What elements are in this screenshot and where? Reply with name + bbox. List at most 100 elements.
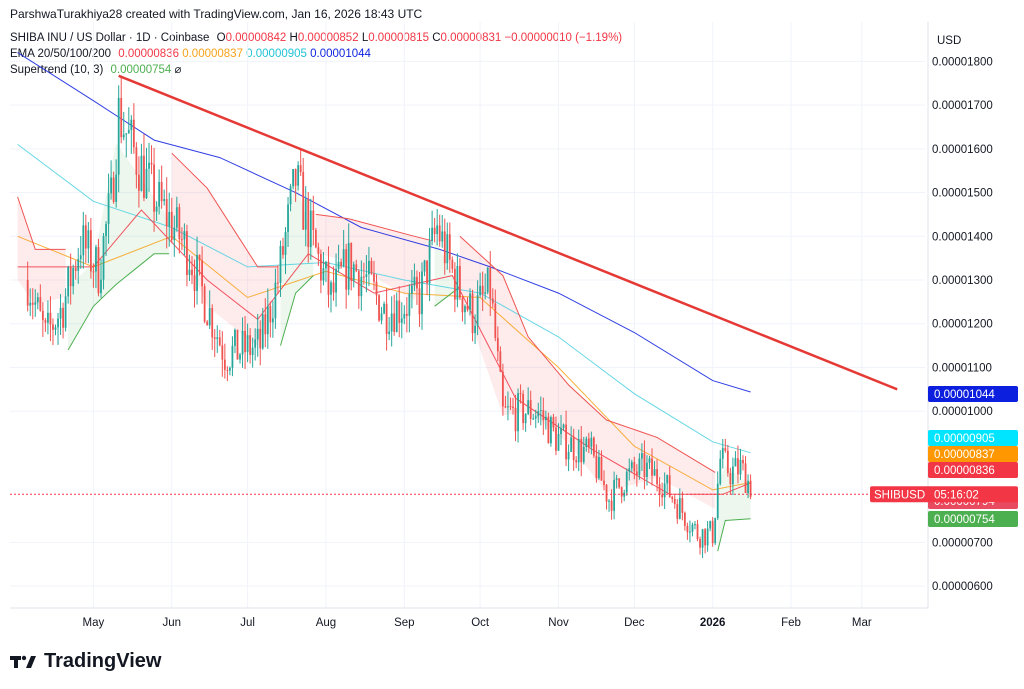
x-tick-label: Dec [624, 617, 645, 629]
candle [443, 218, 446, 275]
candle [29, 288, 32, 317]
candle [342, 230, 345, 268]
y-tick-label: 0.00001500 [932, 188, 993, 200]
candle [312, 195, 315, 246]
last-price-tag: SHIBUSD 05:16:02 [870, 486, 1018, 503]
candle [461, 296, 464, 322]
candle [476, 280, 479, 336]
price-tag-label: 0.00001044 [934, 389, 995, 401]
time-axis[interactable]: May Jun Jul Aug Sep Oct Nov Dec 2026 Feb Mar [10, 607, 928, 629]
trendline[interactable] [118, 74, 898, 391]
candle [623, 489, 626, 502]
candle [115, 159, 118, 208]
candle [327, 246, 330, 308]
ema50-line [17, 235, 751, 491]
candle [737, 445, 739, 484]
hidden-indicator-icon[interactable]: ⌀ [174, 64, 182, 76]
candle [216, 325, 219, 353]
candle [163, 189, 166, 206]
price-axis[interactable]: 0.00001800 0.00001700 0.00001600 0.00001500… [927, 22, 993, 608]
candle [398, 286, 401, 338]
candle [451, 256, 454, 274]
legend-ema-row[interactable]: EMA 20/50/100/200 0.00000836 0.00000837 … [10, 46, 622, 62]
candle [155, 201, 158, 221]
candle [196, 236, 198, 305]
candle [54, 324, 57, 336]
legend-supertrend-row[interactable]: Supertrend (10, 3) 0.00000754 ⌀ [10, 62, 622, 78]
candle [641, 443, 643, 471]
y-tick-label: 0.00001800 [932, 56, 993, 68]
candle [140, 143, 143, 192]
supertrend-down-line [459, 235, 716, 473]
candle [507, 391, 509, 421]
candle [676, 499, 679, 524]
candle [105, 221, 107, 257]
candle [125, 133, 128, 158]
candle [337, 244, 340, 273]
candle [653, 461, 656, 476]
ohlc-open-value: 0.00000842 [225, 32, 287, 44]
candle [150, 145, 153, 175]
candle [84, 214, 87, 263]
x-tick-label: 2026 [700, 617, 726, 629]
candle [524, 413, 527, 432]
ohlc-high-value: 0.00000852 [297, 32, 359, 44]
tradingview-logo[interactable]: TradingView [10, 650, 161, 673]
candle [143, 134, 145, 202]
supertrend-lines [17, 152, 751, 552]
supertrend-down-fill [171, 153, 278, 347]
candle [517, 388, 519, 443]
candle [325, 260, 327, 283]
price-tag: 0.00000905 [928, 430, 1018, 446]
candle [431, 210, 434, 246]
candle [135, 142, 138, 189]
candle [557, 423, 560, 451]
candle [615, 474, 618, 489]
candle [34, 289, 37, 317]
candle [421, 262, 423, 330]
candle [62, 302, 64, 339]
candle [72, 264, 75, 295]
candle [598, 449, 600, 480]
candle [175, 196, 178, 232]
candle [436, 209, 439, 246]
candle [322, 252, 325, 286]
candle [274, 268, 277, 329]
candle [148, 142, 150, 192]
candle [464, 304, 466, 325]
candle [107, 173, 110, 244]
price-tag: 0.00001044 [928, 386, 1018, 402]
candle [289, 183, 292, 212]
candle [183, 223, 186, 256]
candle [739, 448, 742, 480]
x-tick-label: Sep [394, 617, 414, 629]
candle [49, 296, 52, 342]
candle [466, 297, 469, 312]
candle [408, 284, 411, 333]
candle [112, 171, 115, 204]
candle [658, 477, 661, 507]
candle [340, 258, 343, 269]
ema200-line [17, 52, 751, 393]
candle [747, 474, 749, 499]
candle [373, 260, 375, 291]
x-tick-label: Feb [781, 617, 801, 629]
candle [673, 495, 676, 509]
candle [709, 520, 712, 532]
candle [706, 520, 709, 552]
chart-legend: SHIBA INU / US Dollar · 1D · Coinbase O0… [10, 30, 622, 78]
currency-label[interactable]: USD [937, 35, 961, 47]
candle [512, 398, 514, 415]
candle [380, 306, 383, 325]
candle [292, 168, 294, 190]
supertrend-down-line [315, 213, 433, 242]
candle [469, 288, 471, 316]
candle [749, 474, 752, 500]
candle [499, 346, 502, 373]
legend-symbol-row[interactable]: SHIBA INU / US Dollar · 1D · Coinbase O0… [10, 30, 622, 46]
candle [117, 85, 120, 193]
candle [264, 298, 267, 348]
candle [532, 413, 535, 420]
candle [122, 111, 125, 141]
